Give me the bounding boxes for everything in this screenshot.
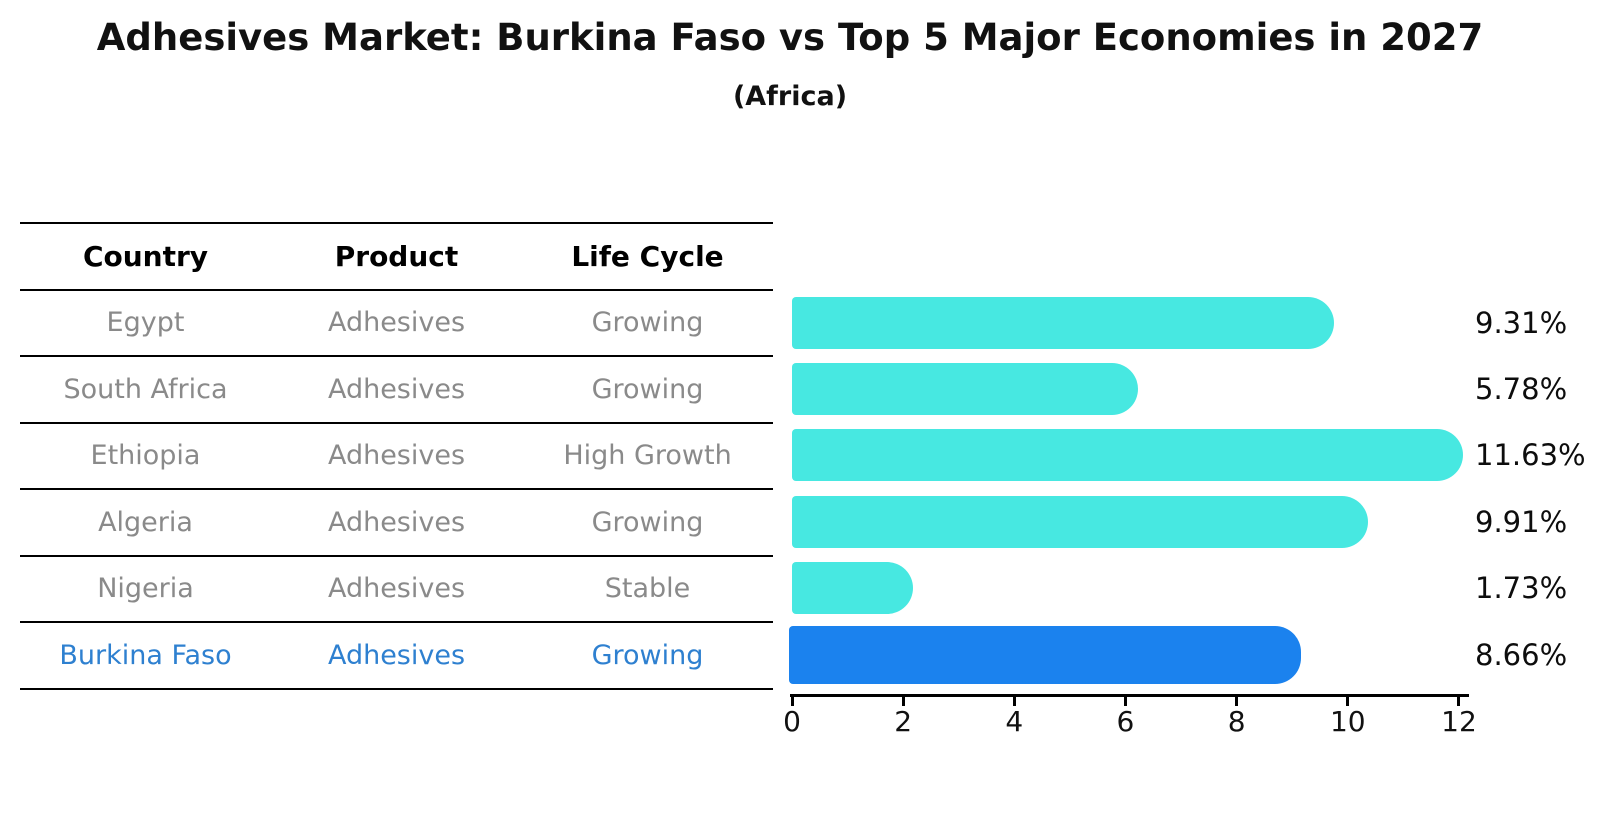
x-axis-line <box>790 694 1469 697</box>
table-row-nigeria: Nigeria Adhesives Stable <box>20 554 773 622</box>
country-cell: South Africa <box>63 373 228 405</box>
product-cell: Adhesives <box>327 573 466 605</box>
product-cell: Adhesives <box>327 639 466 671</box>
column-header-country: Country <box>82 239 209 273</box>
x-tick-mark <box>1235 697 1239 706</box>
country-cell: Burkina Faso <box>59 639 232 671</box>
chart-title: Adhesives Market: Burkina Faso vs Top 5 … <box>96 16 1484 59</box>
column-header-lifecycle: Life Cycle <box>571 239 724 273</box>
country-cell: Ethiopia <box>90 440 201 472</box>
x-tick-label: 4 <box>1005 705 1024 738</box>
table-row-algeria: Algeria Adhesives Growing <box>20 488 773 555</box>
column-header-product: Product <box>334 239 459 273</box>
table-row-south-africa: South Africa Adhesives Growing <box>20 355 773 422</box>
table-header-row: Country Product Life Cycle <box>20 222 773 289</box>
value-label-egypt: 9.31% <box>1475 305 1568 340</box>
x-tick-label: 6 <box>1116 705 1135 738</box>
lifecycle-cell: Growing <box>591 506 704 538</box>
lifecycle-cell: Growing <box>591 639 704 671</box>
lifecycle-cell: Stable <box>604 573 691 605</box>
lifecycle-cell: Growing <box>591 307 704 339</box>
x-tick-mark <box>1123 697 1127 706</box>
product-cell: Adhesives <box>327 440 466 472</box>
product-cell: Adhesives <box>327 506 466 538</box>
product-cell: Adhesives <box>327 307 466 339</box>
table-body: Egypt Adhesives Growing South Africa Adhesiv… <box>20 288 773 688</box>
value-label-algeria: 9.91% <box>1475 504 1568 539</box>
lifecycle-cell: Growing <box>591 373 704 405</box>
x-tick-mark <box>901 697 905 706</box>
bar-egypt <box>792 296 1335 349</box>
x-tick-label: 2 <box>894 705 913 738</box>
x-tick-label: 12 <box>1441 705 1477 738</box>
x-tick-label: 0 <box>783 705 801 738</box>
bar-ethiopia <box>792 429 1464 482</box>
x-tick-mark <box>1457 697 1461 706</box>
table-row-ethiopia: Ethiopia Adhesives High Growth <box>20 421 773 489</box>
x-tick-label: 8 <box>1227 705 1246 738</box>
country-table: Country Product Life Cycle Egypt Adhesive… <box>20 222 773 690</box>
bar-burkina-faso <box>789 625 1302 684</box>
country-cell: Nigeria <box>97 573 194 605</box>
bar-algeria <box>792 495 1368 548</box>
value-label-south-africa: 5.78% <box>1475 371 1568 406</box>
value-label-ethiopia: 11.63% <box>1475 438 1586 473</box>
x-tick-mark <box>790 697 794 706</box>
table-row-burkina-faso: Burkina Faso Adhesives Growing <box>20 621 773 688</box>
lifecycle-cell: High Growth <box>563 440 732 472</box>
value-label-burkina-faso: 8.66% <box>1475 637 1568 672</box>
product-cell: Adhesives <box>327 373 466 405</box>
country-cell: Algeria <box>98 506 193 538</box>
x-tick-mark <box>1346 697 1350 706</box>
bar-nigeria <box>792 562 914 615</box>
x-tick-mark <box>1012 697 1016 706</box>
country-cell: Egypt <box>106 307 185 339</box>
value-label-nigeria: 1.73% <box>1475 571 1568 606</box>
table-row-egypt: Egypt Adhesives Growing <box>20 288 773 356</box>
bar-south-africa <box>792 362 1139 415</box>
chart-subtitle: (Africa) <box>732 81 848 112</box>
x-tick-label: 10 <box>1329 705 1366 738</box>
